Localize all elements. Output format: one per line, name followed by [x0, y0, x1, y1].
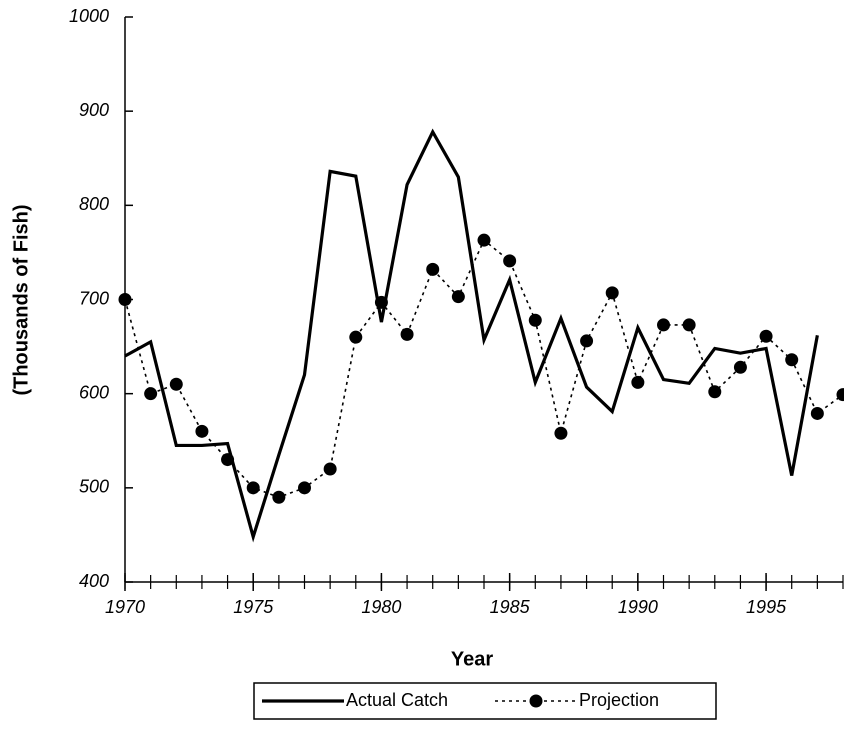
point: [451, 290, 465, 304]
point: [631, 375, 645, 389]
x-tick-label: 1975: [233, 597, 274, 617]
point: [554, 426, 568, 440]
y-tick-label: 800: [79, 194, 109, 214]
y-axis-label: (Thousands of Fish): [10, 204, 32, 395]
point: [323, 462, 337, 476]
y-tick-label: 600: [79, 382, 109, 402]
legend-label: Projection: [579, 690, 659, 710]
x-tick-label: 1980: [361, 597, 401, 617]
x-tick-label: 1985: [490, 597, 531, 617]
legend-marker: [529, 694, 543, 708]
point: [708, 385, 722, 399]
point: [272, 490, 286, 504]
point: [605, 286, 619, 300]
point: [580, 334, 594, 348]
point: [118, 293, 132, 306]
y-tick-label: 1000: [69, 6, 109, 26]
point: [733, 360, 747, 374]
point: [785, 353, 799, 367]
point: [682, 318, 696, 332]
point: [195, 424, 209, 438]
point: [528, 313, 542, 327]
y-tick-label: 900: [79, 100, 109, 120]
point: [503, 254, 517, 268]
point: [298, 481, 311, 495]
point: [349, 330, 363, 344]
point: [836, 388, 844, 402]
point: [759, 329, 773, 343]
legend-label: Actual Catch: [346, 690, 448, 710]
point: [657, 318, 670, 332]
point: [246, 481, 260, 495]
point: [400, 327, 414, 341]
point: [810, 406, 824, 420]
x-tick-label: 1990: [618, 597, 658, 617]
x-tick-label: 1970: [105, 597, 145, 617]
point: [426, 262, 440, 276]
point: [374, 295, 388, 309]
series-line: [124, 128, 819, 543]
point: [221, 453, 235, 467]
y-tick-label: 700: [79, 288, 109, 308]
y-tick-label: 400: [79, 571, 109, 591]
point: [144, 387, 158, 401]
point: [169, 377, 183, 391]
y-tick-label: 500: [79, 477, 109, 497]
x-axis-label: Year: [451, 648, 493, 670]
x-tick-label: 1995: [746, 597, 787, 617]
point: [477, 233, 491, 247]
